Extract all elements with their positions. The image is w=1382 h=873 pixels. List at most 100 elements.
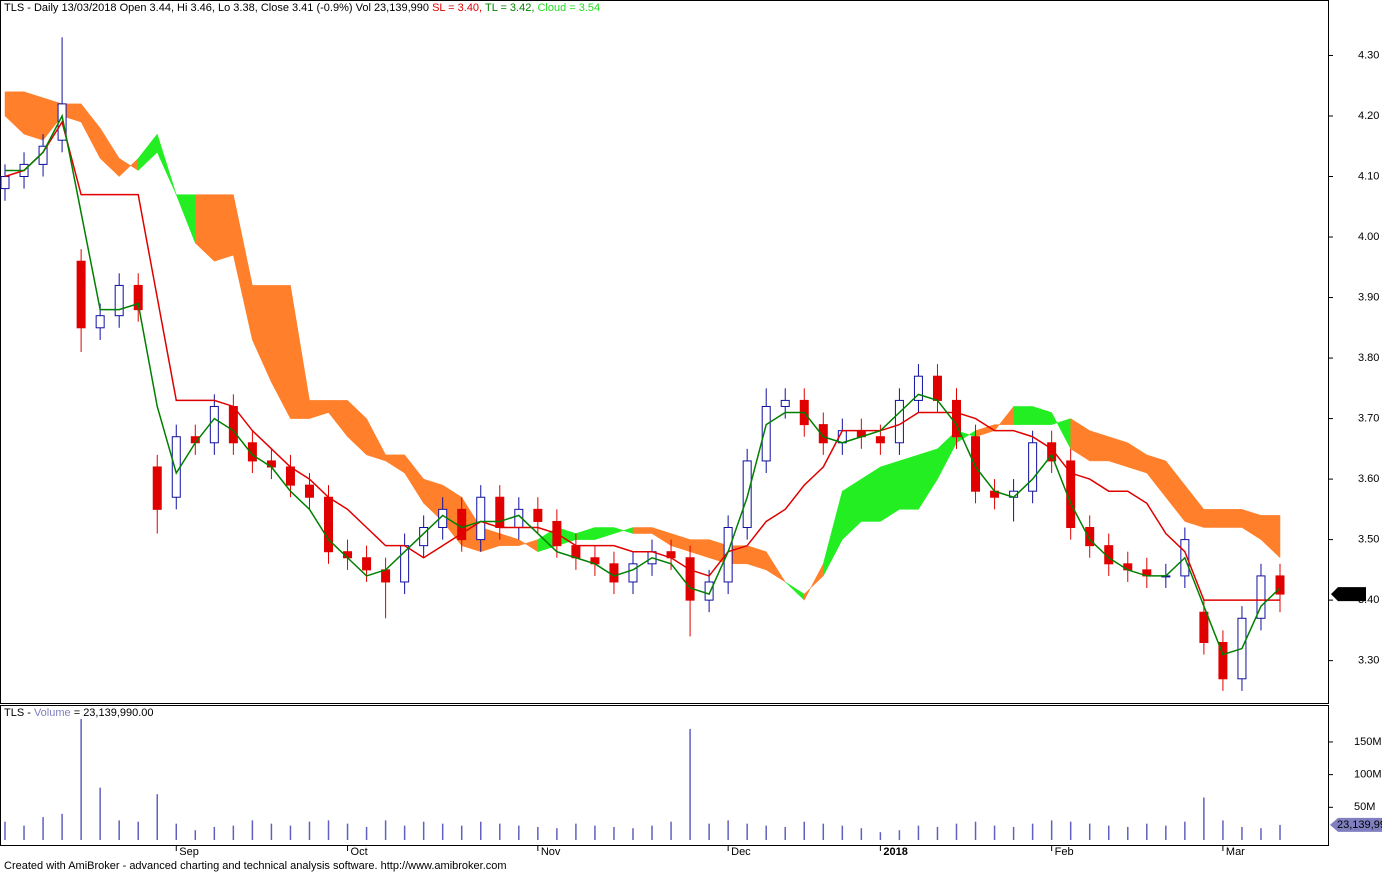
cloud — [994, 405, 1014, 432]
candle-body — [685, 557, 695, 601]
cloud — [195, 194, 215, 262]
y-tick-label: 4.20 — [1358, 110, 1379, 122]
cloud — [118, 157, 139, 178]
cloud — [1146, 454, 1167, 498]
indicator-line — [5, 113, 1281, 656]
candle-body — [609, 563, 619, 583]
cloud — [1260, 515, 1281, 559]
cloud — [1184, 484, 1205, 528]
y-tick-label: 100M — [1354, 769, 1382, 781]
candle-body — [1275, 575, 1285, 595]
cloud — [899, 454, 919, 510]
cloud — [1222, 509, 1243, 528]
cloud — [175, 194, 196, 244]
cloud — [137, 133, 158, 172]
cloud — [80, 103, 101, 159]
volume-tag-label: 23,139,990 — [1337, 819, 1382, 831]
cloud — [252, 285, 272, 383]
header-part: TLS - Daily 13/03/2018 Open 3.44, Hi 3.4… — [4, 2, 432, 14]
cloud — [823, 491, 843, 577]
cloud — [366, 418, 386, 462]
cloud — [1108, 436, 1129, 468]
header-part: Volume — [34, 707, 71, 719]
x-tick-label: Dec — [731, 846, 751, 858]
price-tag — [1331, 587, 1366, 602]
header-part: TL = 3.42, — [485, 2, 538, 14]
candle-body — [171, 436, 181, 498]
candle-body — [95, 315, 105, 329]
cloud — [689, 539, 710, 559]
candle-body — [476, 496, 486, 541]
y-tick-label: 3.60 — [1358, 473, 1379, 485]
candle-body — [628, 563, 638, 583]
candle-body — [76, 260, 86, 329]
candle-body — [1047, 442, 1057, 462]
candle-body — [1199, 611, 1209, 643]
y-tick-label: 3.80 — [1358, 352, 1379, 364]
candle-body — [761, 405, 771, 462]
cloud — [4, 91, 25, 135]
volume-tag — [1330, 817, 1382, 832]
volume-pane — [0, 705, 1329, 846]
y-tick-label: 150M — [1354, 736, 1382, 748]
footer: Created with AmiBroker - advanced charti… — [4, 860, 507, 872]
cloud — [309, 400, 329, 419]
cloud — [1089, 430, 1109, 462]
cloud — [1013, 406, 1033, 425]
candle-body — [247, 442, 257, 462]
cloud — [765, 550, 786, 583]
candle-body — [932, 375, 942, 401]
cloud — [385, 454, 405, 474]
x-tick-label: Nov — [541, 846, 561, 858]
cloud — [214, 194, 234, 262]
candle-body — [913, 375, 923, 401]
y-tick-label: 3.30 — [1358, 655, 1379, 667]
cloud — [575, 527, 596, 540]
header-part: Cloud = 3.54 — [537, 2, 600, 14]
price-pane — [0, 0, 1329, 704]
cloud — [937, 430, 957, 480]
cloud — [156, 134, 177, 195]
cloud — [594, 527, 615, 540]
header-part: TLS - — [4, 707, 34, 719]
cloud — [804, 563, 824, 601]
candle-body — [704, 581, 714, 601]
cloud — [499, 533, 520, 546]
candle-body — [742, 460, 752, 528]
cloud — [975, 424, 995, 438]
cloud — [99, 127, 120, 178]
candle-body — [209, 405, 219, 444]
cloud — [518, 539, 539, 553]
candle-body — [228, 405, 238, 444]
candle-body — [780, 399, 790, 407]
y-tick-label: 50M — [1354, 801, 1375, 813]
pane-header: TLS - Volume = 23,139,990.00 — [4, 707, 154, 719]
header-part: SL = 3.40, — [432, 2, 485, 14]
indicator-line — [4, 120, 1281, 601]
x-tick-label: Sep — [179, 846, 199, 858]
candle-body — [571, 545, 581, 559]
candle-body — [875, 436, 885, 444]
x-tick-label: Oct — [351, 846, 368, 858]
cloud — [1070, 418, 1090, 462]
cloud — [918, 448, 938, 511]
cloud — [651, 527, 672, 547]
cloud — [880, 460, 900, 522]
y-tick-label: 3.90 — [1358, 291, 1379, 303]
candle-body — [723, 527, 733, 583]
y-tick-label: 3.50 — [1358, 534, 1379, 546]
cloud — [632, 527, 653, 534]
cloud — [271, 285, 291, 419]
cloud — [347, 399, 367, 456]
cloud — [404, 454, 424, 505]
cloud — [1203, 509, 1224, 528]
cloud — [670, 533, 691, 553]
y-tick-label: 4.00 — [1358, 231, 1379, 243]
candle-body — [324, 496, 334, 553]
candle-body — [133, 284, 143, 311]
cloud — [842, 478, 862, 541]
candle-body — [1085, 527, 1095, 547]
cloud — [233, 194, 253, 340]
